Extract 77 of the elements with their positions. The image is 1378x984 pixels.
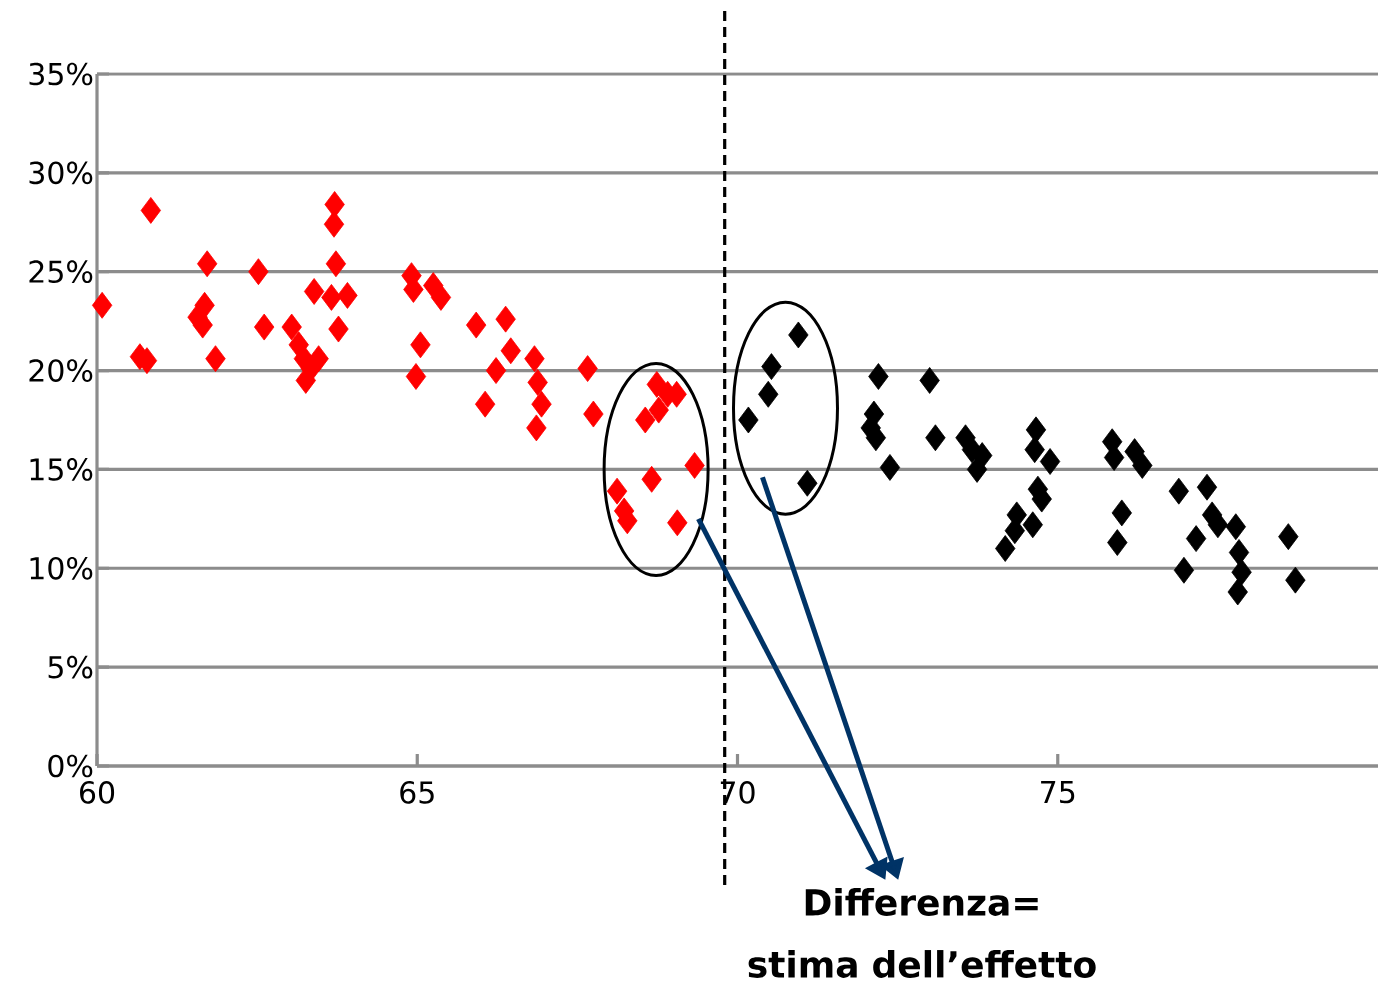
point xyxy=(527,369,548,396)
point xyxy=(1196,473,1218,501)
y-tick-label: 15% xyxy=(30,458,93,481)
point xyxy=(321,284,342,311)
point xyxy=(337,282,358,309)
point xyxy=(1024,436,1045,464)
point xyxy=(577,355,598,382)
point xyxy=(1227,578,1248,606)
point xyxy=(303,278,325,305)
point xyxy=(758,380,779,408)
point xyxy=(197,250,218,278)
point xyxy=(995,535,1016,562)
point xyxy=(254,313,275,341)
point xyxy=(684,452,705,479)
point xyxy=(919,367,940,394)
point xyxy=(466,311,487,339)
x-tick-label: 70 xyxy=(720,781,755,804)
point xyxy=(475,390,496,418)
point xyxy=(1132,452,1153,479)
y-tick-label: 10% xyxy=(30,556,93,580)
point xyxy=(648,396,669,424)
point xyxy=(1278,523,1299,551)
x-tick-label: 60 xyxy=(80,781,115,804)
point xyxy=(308,345,329,373)
y-tick-label: 30% xyxy=(29,161,93,185)
point xyxy=(1022,511,1043,539)
point xyxy=(1225,513,1246,541)
point xyxy=(325,250,347,278)
point xyxy=(495,305,516,333)
point xyxy=(788,321,809,349)
point xyxy=(194,291,215,319)
point xyxy=(1285,566,1306,594)
point xyxy=(1185,525,1207,553)
point xyxy=(526,414,547,442)
text: Differenza= stima dell’effetto xyxy=(748,888,1096,978)
point xyxy=(925,424,946,452)
point xyxy=(531,390,552,418)
point xyxy=(1168,477,1189,505)
point xyxy=(1173,556,1195,584)
point xyxy=(738,406,759,434)
point xyxy=(1039,448,1061,475)
point xyxy=(667,509,688,537)
y-tick-label: 25% xyxy=(29,260,93,284)
point xyxy=(635,406,656,434)
y-tick-label: 35% xyxy=(29,62,93,86)
point xyxy=(797,469,818,497)
point xyxy=(405,363,427,390)
point xyxy=(641,465,662,493)
y-tick-label: 5% xyxy=(48,655,93,679)
point xyxy=(281,313,302,341)
point xyxy=(868,363,889,390)
point xyxy=(323,210,345,238)
point xyxy=(524,345,545,373)
point xyxy=(328,315,349,343)
point xyxy=(606,477,628,505)
x-tick-label: 65 xyxy=(400,781,434,804)
point xyxy=(972,442,993,469)
point xyxy=(500,337,521,365)
point xyxy=(583,400,604,428)
point xyxy=(410,331,431,359)
y-tick-label: 0% xyxy=(48,754,93,778)
point xyxy=(91,291,113,319)
point xyxy=(1107,529,1128,556)
point xyxy=(1025,416,1047,444)
x-tick-label: 75 xyxy=(1041,781,1075,804)
point xyxy=(324,191,345,218)
point xyxy=(485,357,507,384)
y-tick-label: 20% xyxy=(29,359,93,382)
point xyxy=(761,353,782,380)
point xyxy=(140,197,161,224)
point xyxy=(1111,499,1132,527)
point xyxy=(430,284,452,311)
point xyxy=(1228,539,1250,566)
point xyxy=(248,258,269,286)
point xyxy=(205,345,226,373)
point xyxy=(1231,558,1252,586)
point xyxy=(879,454,901,481)
